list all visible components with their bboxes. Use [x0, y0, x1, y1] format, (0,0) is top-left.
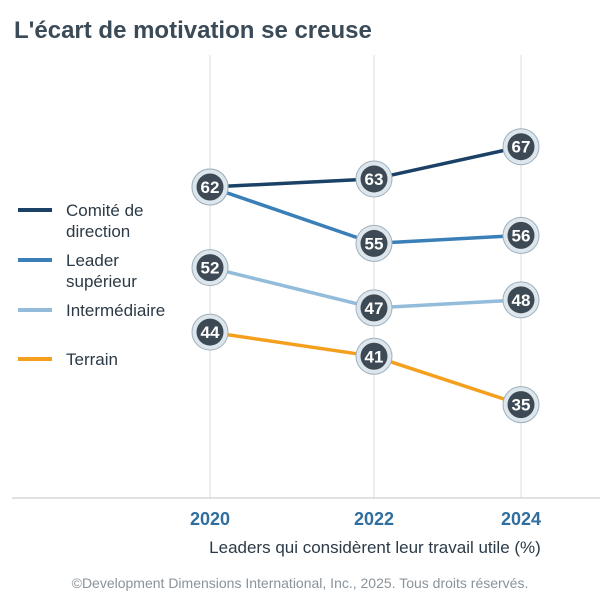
data-label: 67 — [512, 138, 531, 157]
legend-label: direction — [66, 222, 130, 241]
data-point: 48 — [502, 281, 540, 319]
data-label: 55 — [365, 234, 384, 253]
copyright-footer: ©Development Dimensions International, I… — [72, 575, 529, 591]
data-point: 67 — [502, 128, 540, 166]
legend-item-1: Leader supérieur — [18, 251, 137, 291]
x-tick-label: 2020 — [190, 509, 230, 529]
legend-label: Terrain — [66, 350, 118, 369]
marker-dot — [360, 294, 388, 322]
data-label: 35 — [512, 396, 531, 415]
data-label: 48 — [512, 291, 531, 310]
data-point: 47 — [355, 289, 393, 327]
data-label: 62 — [201, 178, 220, 197]
marker-dot — [507, 286, 535, 314]
marker-dot — [507, 391, 535, 419]
x-axis-ticks: 2020 2022 2024 — [190, 509, 541, 529]
legend: Comité de direction Leader supérieur Intermé… — [18, 201, 165, 369]
marker-dot — [196, 254, 224, 282]
data-label: 47 — [365, 299, 384, 318]
data-label: 63 — [365, 170, 384, 189]
marker-dot — [196, 318, 224, 346]
legend-label: Leader — [66, 251, 119, 270]
x-tick-label: 2022 — [354, 509, 394, 529]
x-axis-label: Leaders qui considèrent leur travail uti… — [209, 538, 541, 557]
legend-label: supérieur — [66, 272, 137, 291]
legend-item-0: Comité de direction — [18, 201, 143, 241]
marker-dot — [360, 165, 388, 193]
legend-label: Comité de — [66, 201, 143, 220]
data-label: 52 — [201, 259, 220, 278]
data-label: 44 — [201, 323, 220, 342]
x-tick-label: 2024 — [501, 509, 541, 529]
data-point: 44 — [191, 313, 229, 351]
data-point: 35 — [502, 386, 540, 424]
data-point: 62 — [191, 168, 229, 206]
marker-dot — [360, 342, 388, 370]
data-point: 63 — [355, 160, 393, 198]
marker-dot — [507, 221, 535, 249]
data-markers: 626367625556524748444135 — [191, 128, 540, 424]
gridlines — [209, 55, 522, 498]
data-point: 52 — [191, 249, 229, 287]
legend-label: Intermédiaire — [66, 301, 165, 320]
marker-dot — [360, 229, 388, 257]
chart-title: L'écart de motivation se creuse — [14, 17, 372, 44]
marker-dot — [507, 133, 535, 161]
data-point: 56 — [502, 216, 540, 254]
data-point: 41 — [355, 337, 393, 375]
legend-item-3: Terrain — [18, 350, 118, 369]
data-label: 56 — [512, 226, 531, 245]
legend-item-2: Intermédiaire — [18, 301, 165, 320]
marker-dot — [196, 173, 224, 201]
data-label: 41 — [365, 347, 384, 366]
data-point: 55 — [355, 224, 393, 262]
